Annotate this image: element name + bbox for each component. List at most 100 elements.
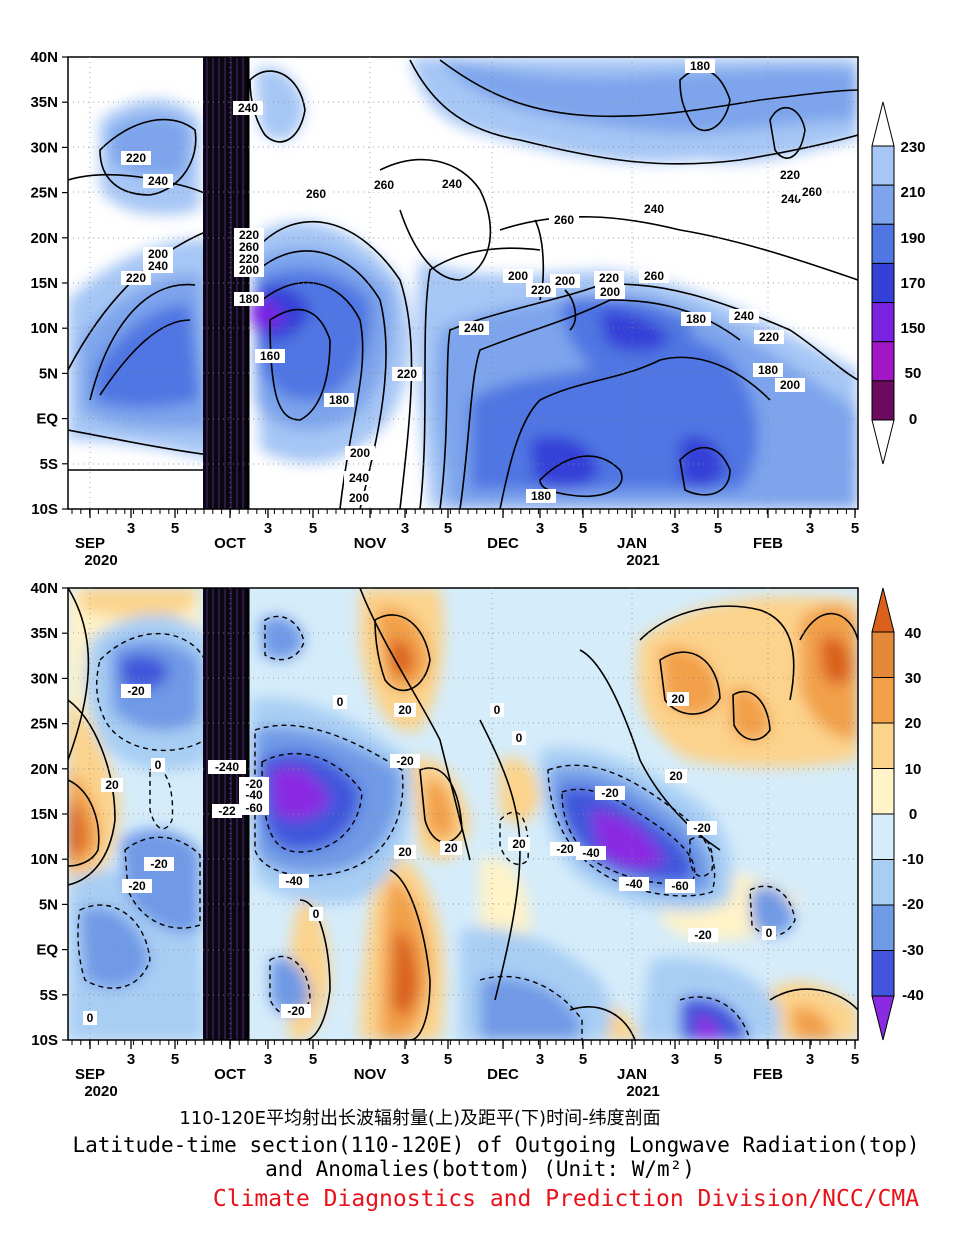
olr-contour-label-bg <box>595 285 625 299</box>
anom-y-label: 20N <box>30 761 58 778</box>
olr-contour-label: 220 <box>239 228 259 242</box>
anom-contour-label: -40 <box>582 846 600 860</box>
olr-contour-label: 220 <box>531 283 551 297</box>
anom-colorbar-arrow-bottom <box>871 995 895 1041</box>
olr-contour-label-bg <box>437 177 467 191</box>
anom-contour-label: -20 <box>396 754 414 768</box>
olr-contour-label-bg <box>459 321 489 335</box>
olr-contour-label-bg <box>143 174 173 188</box>
olr-contour-label: 260 <box>239 240 259 254</box>
anom-contour-label-bg <box>83 1011 97 1025</box>
anom-colorbar-label: 10 <box>905 761 922 778</box>
olr-y-label: 5N <box>39 365 58 382</box>
olr-contour-label: 200 <box>349 491 369 505</box>
olr-x-label: NOV <box>354 535 387 552</box>
anom-contour-label-bg <box>333 695 347 709</box>
olr-contour-label: 220 <box>599 271 619 285</box>
caption-organization: Climate Diagnostics and Prediction Divis… <box>212 1186 920 1212</box>
olr-y-label: 35N <box>30 94 58 111</box>
olr-colorbar-label: 230 <box>900 139 925 156</box>
anom-contour-label-bg <box>688 928 718 942</box>
olr-contour-label: 240 <box>644 202 664 216</box>
olr-colorbar: 230 210 190 170 150 50 0 <box>871 101 926 465</box>
olr-contour-label: 200 <box>239 263 259 277</box>
olr-contour-label: 220 <box>397 367 417 381</box>
anomaly-negative-contours <box>77 615 796 1040</box>
anom-contour-label-bg <box>281 1004 311 1018</box>
anomaly-x-axis: SEP 3 5 OCT 3 5 NOV 3 5 DEC 3 5 JAN 3 5 FEB 3 5 2020 2021 <box>71 1040 859 1100</box>
olr-colorbar-box <box>871 341 895 382</box>
olr-contour-label: 200 <box>600 285 620 299</box>
anom-x-label: 3 <box>401 1051 409 1068</box>
olr-contour-label-bg <box>301 187 331 201</box>
anom-contour-label: 20 <box>105 778 119 792</box>
olr-contour-label: 180 <box>758 363 778 377</box>
olr-x-label: 5 <box>714 520 722 537</box>
olr-y-label: 25N <box>30 185 58 202</box>
anom-colorbar-box <box>871 631 895 678</box>
anom-contour-label: 20 <box>669 769 683 783</box>
olr-x-label: FEB <box>753 535 783 552</box>
olr-contour-label: 240 <box>238 101 258 115</box>
anomaly-y-axis: 40N 35N 30N 25N 20N 15N 10N 5N EQ 5S 10S <box>30 580 68 1049</box>
olr-contour-label: 240 <box>442 177 462 191</box>
anom-colorbar-box <box>871 677 895 724</box>
olr-contour-label-bg <box>775 168 805 182</box>
anom-x-label: 3 <box>671 1051 679 1068</box>
anom-contour-label: -60 <box>245 801 263 815</box>
olr-contour-label-bg <box>594 271 624 285</box>
olr-contour-label-bg <box>639 269 669 283</box>
olr-x-label: 3 <box>536 520 544 537</box>
anom-contour-label-bg <box>665 769 687 783</box>
anom-contour-label: -60 <box>671 879 689 893</box>
olr-colorbar-label: 190 <box>900 230 925 247</box>
olr-x-label: OCT <box>214 535 246 552</box>
anom-colorbar-label: -30 <box>902 942 924 959</box>
anom-x-label: DEC <box>487 1066 519 1083</box>
missing-data-band <box>203 57 248 509</box>
olr-x-label: 5 <box>579 520 587 537</box>
anom-contour-label-bg <box>619 877 649 891</box>
anom-contour-label: 0 <box>766 926 773 940</box>
olr-contour-label-bg <box>369 178 399 192</box>
olr-contour-label: 260 <box>644 269 664 283</box>
anom-contour-label-bg <box>279 874 309 888</box>
anom-contour-label-bg <box>239 801 269 815</box>
anom-colorbar-label: -20 <box>902 896 924 913</box>
anom-x-label: 5 <box>579 1051 587 1068</box>
anom-contour-label: -20 <box>287 1004 305 1018</box>
anom-contour-label: 20 <box>398 703 412 717</box>
olr-x-label: 3 <box>264 520 272 537</box>
anom-contour-label: -20 <box>556 842 574 856</box>
olr-x-label: 3 <box>806 520 814 537</box>
olr-contour-label-bg <box>233 101 263 115</box>
olr-colorbar-box <box>871 380 895 421</box>
olr-contour-label-bg <box>234 252 264 266</box>
caption-chinese: 110-120E平均射出长波辐射量(上)及距平(下)时间-纬度剖面 <box>179 1108 661 1129</box>
anom-x-label: 5 <box>851 1051 859 1068</box>
anom-colorbar-arrow-top <box>871 587 895 633</box>
olr-x-label: DEC <box>487 535 519 552</box>
anom-contour-label: -20 <box>127 684 145 698</box>
anom-contour-label: -20 <box>693 821 711 835</box>
anom-contour-label: 0 <box>313 907 320 921</box>
olr-contour-label-bg <box>503 269 533 283</box>
olr-contour-label: 160 <box>260 349 280 363</box>
olr-x-label: SEP <box>75 535 105 552</box>
olr-y-label: 20N <box>30 230 58 247</box>
anom-contour-label: 20 <box>512 837 526 851</box>
anom-contour-label: 0 <box>516 731 523 745</box>
olr-x-label: 3 <box>401 520 409 537</box>
olr-y-label: 30N <box>30 139 58 156</box>
olr-contour-label: 260 <box>306 187 326 201</box>
anom-contour-label: -20 <box>128 879 146 893</box>
olr-contour-label: 240 <box>148 174 168 188</box>
olr-contour-label: 200 <box>148 247 168 261</box>
olr-contour-label: 180 <box>686 312 706 326</box>
anom-x-label: 3 <box>536 1051 544 1068</box>
anom-colorbar-box <box>871 904 895 951</box>
anom-contour-label-bg <box>665 879 695 893</box>
olr-y-label: 10S <box>31 501 58 518</box>
anom-contour-label: 20 <box>398 845 412 859</box>
